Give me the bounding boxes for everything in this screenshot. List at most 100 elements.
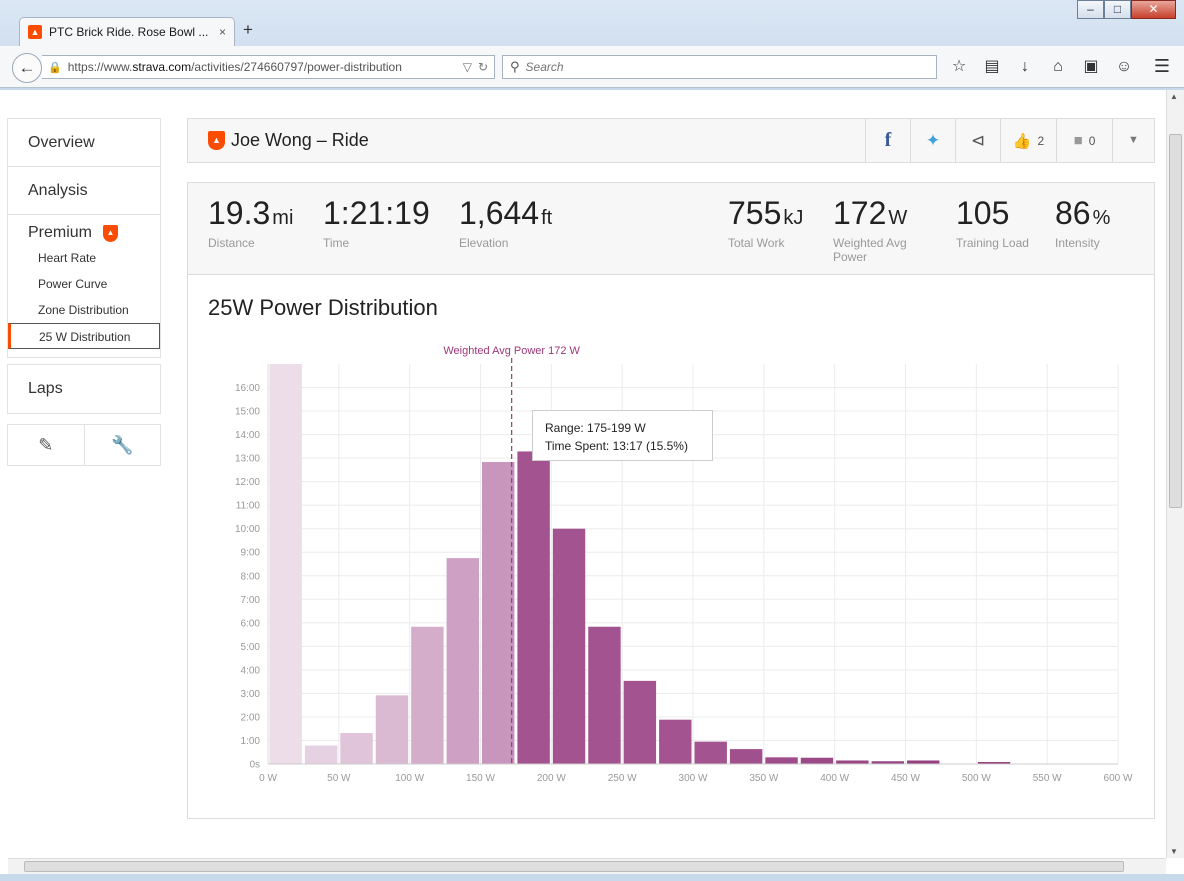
chevron-down-icon: ▼ [1128, 134, 1139, 146]
sidebar-subitem-heart-rate[interactable]: Heart Rate [38, 251, 97, 265]
sidebar-subitem-zone-distribution[interactable]: Zone Distribution [38, 303, 129, 317]
histogram-bar[interactable] [977, 762, 1011, 764]
tab-close-icon[interactable]: × [218, 25, 226, 39]
histogram-bar[interactable] [552, 528, 586, 764]
tab-title: PTC Brick Ride. Rose Bowl ... [49, 25, 209, 39]
histogram-bar[interactable] [871, 761, 904, 764]
x-tick-label: 350 W [749, 773, 778, 784]
hamburger-menu-icon[interactable]: ☰ [1153, 56, 1170, 76]
window-controls: – □ ✕ [1077, 0, 1176, 19]
screenshot-icon[interactable]: ▣ [1083, 58, 1099, 75]
y-tick-label: 9:00 [241, 548, 261, 559]
sidebar-item-premium[interactable]: Premium ▲ [8, 221, 160, 245]
stat-distance: 19.3 mi Distance [208, 195, 293, 250]
facebook-share-button[interactable]: f [865, 119, 910, 162]
wrench-icon[interactable]: 🔧 [83, 425, 161, 465]
histogram-bar[interactable] [836, 760, 869, 764]
scroll-down-icon[interactable]: ▼ [1170, 847, 1178, 856]
stat-label: Intensity [1055, 236, 1100, 250]
x-tick-label: 50 W [327, 773, 351, 784]
stat-value: 1:21:19 [323, 195, 430, 231]
address-bar[interactable]: 🔒 https://www.strava.com/activities/2746… [42, 55, 495, 79]
x-axis: 0 W 50 W 100 W 150 W 200 W 250 W 300 W 350 W 400… [259, 763, 1133, 784]
stat-unit: kJ [783, 207, 804, 229]
histogram-bar[interactable] [694, 741, 727, 764]
chart-bars [269, 364, 1011, 764]
back-button[interactable]: ← [12, 53, 42, 83]
histogram-bar[interactable] [907, 760, 940, 764]
y-tick-label: 5:00 [241, 642, 261, 653]
activity-sidebar: Overview Analysis Premium ▲ Heart Rate P… [7, 118, 161, 466]
histogram-bar[interactable] [765, 757, 798, 764]
x-tick-label: 250 W [608, 773, 637, 784]
url-dropdown-icon[interactable]: ▽ [462, 60, 472, 74]
histogram-bar[interactable] [588, 626, 621, 764]
stat-unit: mi [272, 207, 294, 229]
histogram-bar[interactable] [304, 745, 338, 764]
histogram-bar[interactable] [729, 749, 763, 764]
x-tick-label: 400 W [820, 773, 849, 784]
histogram-bar[interactable] [659, 719, 692, 764]
back-arrow-icon: ← [18, 58, 36, 77]
chat-icon[interactable]: ☺ [1115, 58, 1133, 75]
search-bar[interactable]: ⚲ [502, 55, 937, 79]
stat-unit: % [1092, 207, 1111, 229]
bookmark-star-icon[interactable]: ☆ [951, 58, 967, 75]
edit-pencil-icon[interactable]: ✎ [38, 435, 54, 455]
comment-count: 0 [1088, 133, 1096, 148]
histogram-bar[interactable] [340, 733, 373, 764]
browser-tab[interactable]: ▲ PTC Brick Ride. Rose Bowl ... × [19, 17, 235, 46]
x-tick-label: 600 W [1104, 773, 1133, 784]
sidebar-item-analysis[interactable]: Analysis [8, 167, 160, 215]
sidebar-subitem-25w-distribution[interactable]: 25 W Distribution [8, 323, 160, 349]
histogram-bar[interactable] [411, 626, 444, 764]
stat-unit: ft [541, 207, 553, 229]
y-tick-label: 15:00 [235, 407, 260, 418]
histogram-bar[interactable] [800, 757, 834, 764]
lock-icon: 🔒 [48, 61, 62, 74]
share-button[interactable]: ⊲ [955, 119, 1000, 162]
vertical-scrollbar[interactable]: ▲ ▼ [1166, 90, 1184, 858]
histogram-bar[interactable] [375, 695, 409, 764]
share-icon: ⊲ [970, 131, 986, 150]
maximize-button[interactable]: □ [1104, 0, 1131, 19]
download-icon[interactable]: ↓ [1021, 58, 1029, 75]
reading-list-icon[interactable]: ▤ [984, 58, 1000, 75]
x-tick-label: 550 W [1033, 773, 1062, 784]
more-actions-button[interactable]: ▼ [1112, 119, 1154, 162]
vertical-scroll-thumb[interactable] [1169, 134, 1182, 508]
horizontal-scroll-thumb[interactable] [24, 861, 1124, 872]
sidebar-item-laps[interactable]: Laps [8, 365, 160, 413]
sidebar-subitem-power-curve[interactable]: Power Curve [38, 277, 108, 291]
histogram-bar[interactable] [482, 462, 515, 764]
histogram-bar[interactable] [623, 680, 657, 764]
reload-icon[interactable]: ↻ [477, 60, 488, 74]
y-tick-label: 2:00 [241, 712, 261, 723]
search-input[interactable] [525, 60, 906, 74]
histogram-bar[interactable] [269, 364, 302, 764]
y-tick-label: 13:00 [235, 454, 260, 465]
stat-elevation: 1,644 ft Elevation [459, 195, 552, 250]
histogram-bar[interactable] [446, 558, 479, 764]
thumbs-up-icon: 👍 [1012, 132, 1032, 150]
home-icon[interactable]: ⌂ [1053, 58, 1063, 75]
twitter-share-button[interactable]: ✦ [910, 119, 955, 162]
stat-unit: W [888, 207, 908, 229]
sidebar-item-overview[interactable]: Overview [8, 119, 160, 167]
close-window-button[interactable]: ✕ [1131, 0, 1176, 19]
horizontal-scrollbar[interactable] [8, 858, 1166, 874]
x-tick-label: 150 W [466, 773, 495, 784]
new-tab-button[interactable]: + [243, 20, 253, 39]
y-tick-label: 8:00 [241, 571, 261, 582]
scroll-up-icon[interactable]: ▲ [1170, 92, 1178, 101]
comments-button[interactable]: ■ 0 [1056, 119, 1112, 162]
kudos-count: 2 [1037, 133, 1045, 148]
minimize-button[interactable]: – [1077, 0, 1104, 19]
stat-value: 172 [833, 195, 887, 231]
window-bottom-border [0, 874, 1184, 881]
kudos-button[interactable]: 👍 2 [1000, 119, 1056, 162]
y-tick-label: 10:00 [235, 524, 260, 535]
twitter-bird-icon: ✦ [925, 131, 941, 150]
histogram-bar[interactable] [517, 451, 550, 764]
stat-value: 755 [728, 195, 782, 231]
